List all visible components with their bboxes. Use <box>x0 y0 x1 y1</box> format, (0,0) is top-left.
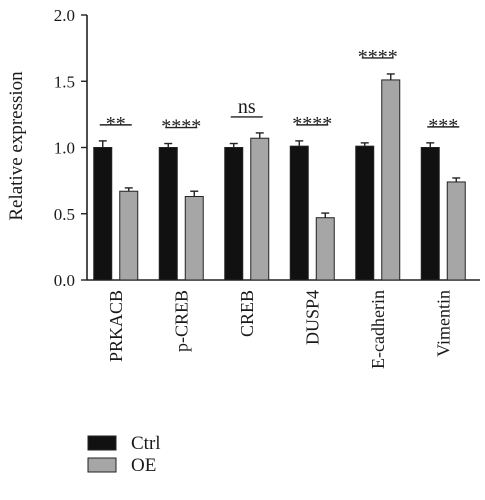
category-label: CREB <box>237 290 257 337</box>
y-tick-label: 0.0 <box>54 271 75 290</box>
bar-ctrl <box>420 147 440 281</box>
significance-group: ** ****ns*********** <box>99 46 460 138</box>
significance-label: ** <box>106 113 126 135</box>
significance-label: ns <box>238 96 256 118</box>
significance-label: **** <box>292 113 332 135</box>
legend-label-oe: OE <box>131 455 156 476</box>
bar-oe <box>119 190 139 281</box>
category-label: Vimentin <box>433 290 453 357</box>
y-tick-label: 1.0 <box>54 139 75 158</box>
bar-oe <box>250 137 270 281</box>
y-tick-label: 2.0 <box>54 6 75 25</box>
y-tick-label: 0.5 <box>54 205 75 224</box>
axes: 0.0 0.5 1.0 1.5 2.0 PRKACB p-CREB CREB DUSP4 E-ca… <box>54 6 480 369</box>
bar-oe <box>446 181 466 281</box>
bar-ctrl <box>289 145 309 281</box>
legend-label-ctrl: Ctrl <box>131 433 161 454</box>
significance-label: **** <box>358 46 398 68</box>
legend-swatch-oe <box>87 457 117 473</box>
bar-oe <box>381 79 401 281</box>
bars-group <box>93 73 466 281</box>
bar-ctrl <box>355 145 375 281</box>
significance-label: **** <box>161 116 201 138</box>
category-label: p-CREB <box>171 290 191 352</box>
y-tick-label: 1.5 <box>54 72 75 91</box>
legend-swatch-ctrl <box>87 435 117 451</box>
bar-oe <box>184 196 204 281</box>
category-label: PRKACB <box>106 290 126 362</box>
bar-oe <box>315 217 335 281</box>
significance-label: *** <box>428 115 458 137</box>
bar-ctrl <box>224 147 244 281</box>
bar-ctrl <box>93 147 113 281</box>
bar-ctrl <box>158 147 178 281</box>
category-label: E-cadherin <box>368 290 388 369</box>
category-label: DUSP4 <box>302 290 322 345</box>
y-axis-title: Relative expression <box>6 71 27 221</box>
